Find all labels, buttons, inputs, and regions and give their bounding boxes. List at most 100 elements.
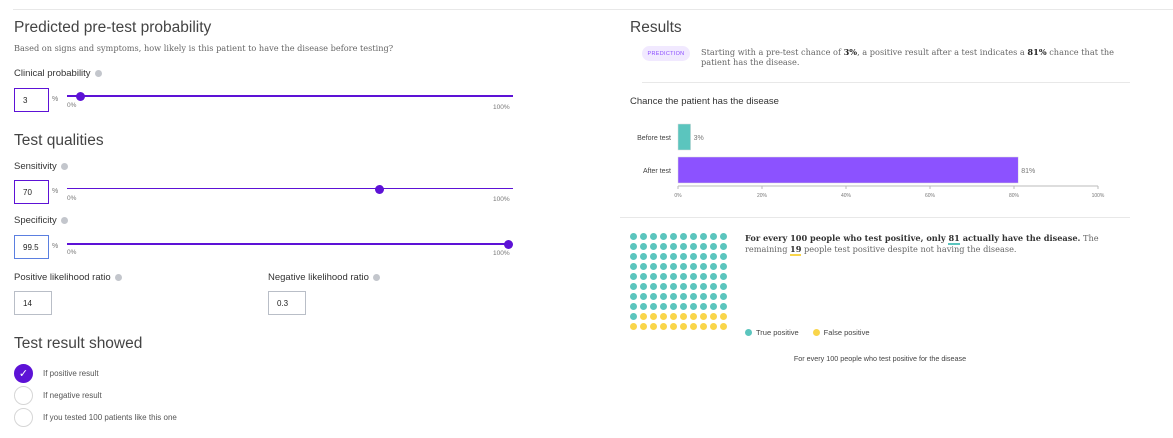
- true-positive-dot: [630, 273, 637, 280]
- false-positive-dot: [720, 313, 727, 320]
- teal-dot-icon: [745, 329, 752, 336]
- clinical-probability-slider[interactable]: [67, 91, 513, 101]
- true-positive-dot: [670, 243, 677, 250]
- true-positive-dot: [670, 283, 677, 290]
- slider-thumb[interactable]: [504, 239, 514, 249]
- clinical-probability-label: Clinical probability: [14, 68, 102, 79]
- option-label: If you tested 100 patients like this one: [43, 412, 177, 422]
- false-positive-dot: [670, 323, 677, 330]
- true-positive-dot: [710, 283, 717, 290]
- true-positive-dot: [660, 233, 667, 240]
- slider-min: 0%: [67, 102, 77, 109]
- true-positive-dot: [720, 293, 727, 300]
- true-positive-dot: [660, 293, 667, 300]
- true-positive-dot: [630, 293, 637, 300]
- true-positive-dot: [710, 273, 717, 280]
- true-positive-dot: [650, 273, 657, 280]
- true-positive-dot: [640, 283, 647, 290]
- true-positive-dot: [680, 283, 687, 290]
- label-text: Negative likelihood ratio: [268, 272, 369, 283]
- radio-option-negative[interactable]: If negative result: [14, 384, 177, 406]
- false-positive-dot: [690, 313, 697, 320]
- true-positive-dot: [710, 243, 717, 250]
- chart-title: Chance the patient has the disease: [630, 96, 779, 107]
- true-positive-dot: [700, 303, 707, 310]
- true-positive-dot: [710, 253, 717, 260]
- true-positive-dot: [630, 253, 637, 260]
- true-positive-dot: [690, 253, 697, 260]
- legend-label: True positive: [756, 328, 799, 337]
- bar-1: [677, 156, 1019, 184]
- plr-label: Positive likelihood ratio: [14, 272, 122, 283]
- specificity-input[interactable]: 99.5: [14, 235, 49, 259]
- x-tick-label: 100%: [1092, 193, 1105, 199]
- plr-input[interactable]: 14: [14, 291, 52, 315]
- test-result-title: Test result showed: [14, 335, 143, 352]
- unit-label: %: [52, 188, 59, 195]
- true-positive-dot: [710, 263, 717, 270]
- false-positive-dot: [720, 323, 727, 330]
- clinical-probability-input[interactable]: 3: [14, 88, 49, 112]
- true-positive-dot: [700, 253, 707, 260]
- info-icon[interactable]: [114, 274, 122, 281]
- pretest-subtitle: Based on signs and symptoms, how likely …: [14, 43, 394, 53]
- true-positive-dot: [650, 293, 657, 300]
- true-positive-dot: [640, 293, 647, 300]
- false-positive-dot: [690, 323, 697, 330]
- category-label: Before test: [637, 135, 671, 142]
- false-positive-dot: [700, 323, 707, 330]
- true-positive-dot: [680, 233, 687, 240]
- true-positive-dot: [700, 263, 707, 270]
- true-positive-dot: [640, 263, 647, 270]
- sensitivity-input[interactable]: 70: [14, 180, 49, 204]
- radio-option-100-patients[interactable]: If you tested 100 patients like this one: [14, 406, 177, 428]
- waffle-legend: True positive False positive: [745, 328, 870, 337]
- true-positive-dot: [670, 263, 677, 270]
- false-positive-dot: [710, 323, 717, 330]
- true-positive-dot: [690, 303, 697, 310]
- true-positive-dot: [710, 303, 717, 310]
- specificity-slider[interactable]: [67, 239, 514, 249]
- true-positive-dot: [680, 253, 687, 260]
- slider-min: 0%: [67, 195, 77, 202]
- info-icon[interactable]: [60, 163, 68, 170]
- text: actually have the disease.: [959, 233, 1081, 243]
- slider-thumb[interactable]: [75, 91, 85, 101]
- slider-max: 100%: [493, 104, 510, 111]
- slider-thumb[interactable]: [374, 184, 384, 194]
- legend-label: False positive: [823, 328, 870, 337]
- true-positive-dot: [720, 233, 727, 240]
- true-positive-dot: [690, 273, 697, 280]
- check-icon[interactable]: ✓: [14, 363, 33, 383]
- text: For every 100 people who test positive, …: [745, 233, 949, 243]
- true-positive-dot: [630, 263, 637, 270]
- option-label: If positive result: [43, 368, 99, 378]
- waffle-description: For every 100 people who test positive, …: [745, 233, 1135, 256]
- true-positive-dot: [660, 253, 667, 260]
- x-tick-label: 20%: [757, 193, 768, 199]
- true-positive-dot: [650, 263, 657, 270]
- radio-option-positive[interactable]: ✓ If positive result: [14, 362, 177, 384]
- sensitivity-slider[interactable]: [67, 184, 513, 194]
- test-qualities-title: Test qualities: [14, 132, 104, 149]
- info-icon[interactable]: [372, 274, 380, 281]
- results-title: Results: [630, 19, 682, 36]
- data-label: 3%: [694, 135, 704, 142]
- info-icon[interactable]: [94, 70, 102, 77]
- true-positive-dot: [700, 233, 707, 240]
- text: Starting with a pre-test chance of: [701, 47, 844, 57]
- slider-max: 100%: [493, 196, 510, 203]
- true-positive-dot: [650, 243, 657, 250]
- nlr-label: Negative likelihood ratio: [268, 272, 380, 283]
- radio-circle-icon[interactable]: [14, 407, 33, 427]
- x-tick-label: 0%: [674, 193, 682, 199]
- text: chance that the patient has the disease.: [701, 47, 1115, 67]
- true-positive-count: 81: [948, 233, 960, 245]
- true-positive-dot: [720, 273, 727, 280]
- radio-circle-icon[interactable]: [14, 385, 33, 405]
- option-label: If negative result: [43, 390, 102, 400]
- prediction-text: Starting with a pre-test chance of 3%, a…: [701, 47, 1131, 67]
- true-positive-dot: [700, 283, 707, 290]
- info-icon[interactable]: [60, 217, 68, 224]
- nlr-input[interactable]: 0.3: [268, 291, 306, 315]
